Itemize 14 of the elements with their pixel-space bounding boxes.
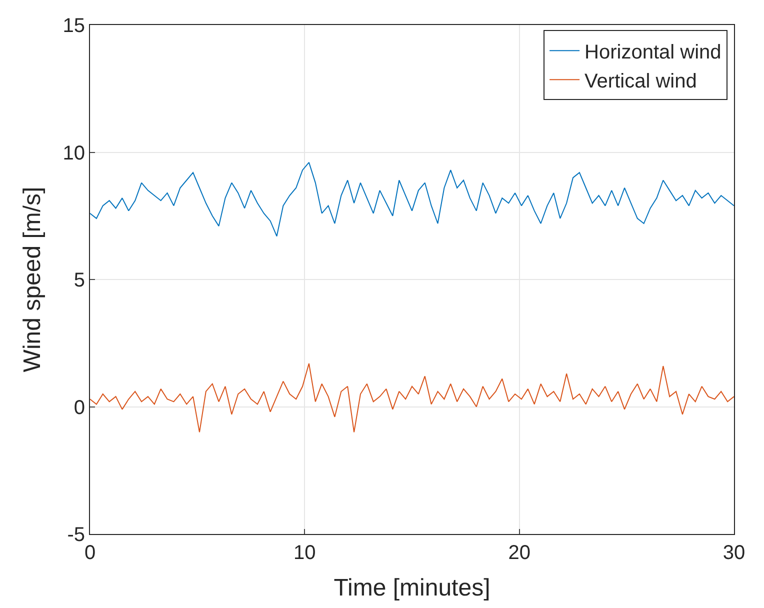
y-tick-label: 0 xyxy=(74,396,85,419)
y-tick-label: 5 xyxy=(74,270,85,292)
y-tick-label: 15 xyxy=(62,15,85,37)
x-axis-title: Time [minutes] xyxy=(334,574,490,602)
line-series xyxy=(90,162,734,237)
legend-label: Horizontal wind xyxy=(584,41,722,64)
y-tick-label: 10 xyxy=(62,142,85,164)
x-tick-label: 30 xyxy=(722,542,746,564)
y-tick-label: -5 xyxy=(67,524,85,546)
x-tick-label: 10 xyxy=(294,542,316,564)
line-series xyxy=(90,362,734,433)
x-tick-label: 20 xyxy=(508,542,530,564)
y-axis-title: Wind speed [m/s] xyxy=(18,186,46,372)
legend-label: Vertical wind xyxy=(584,70,697,92)
